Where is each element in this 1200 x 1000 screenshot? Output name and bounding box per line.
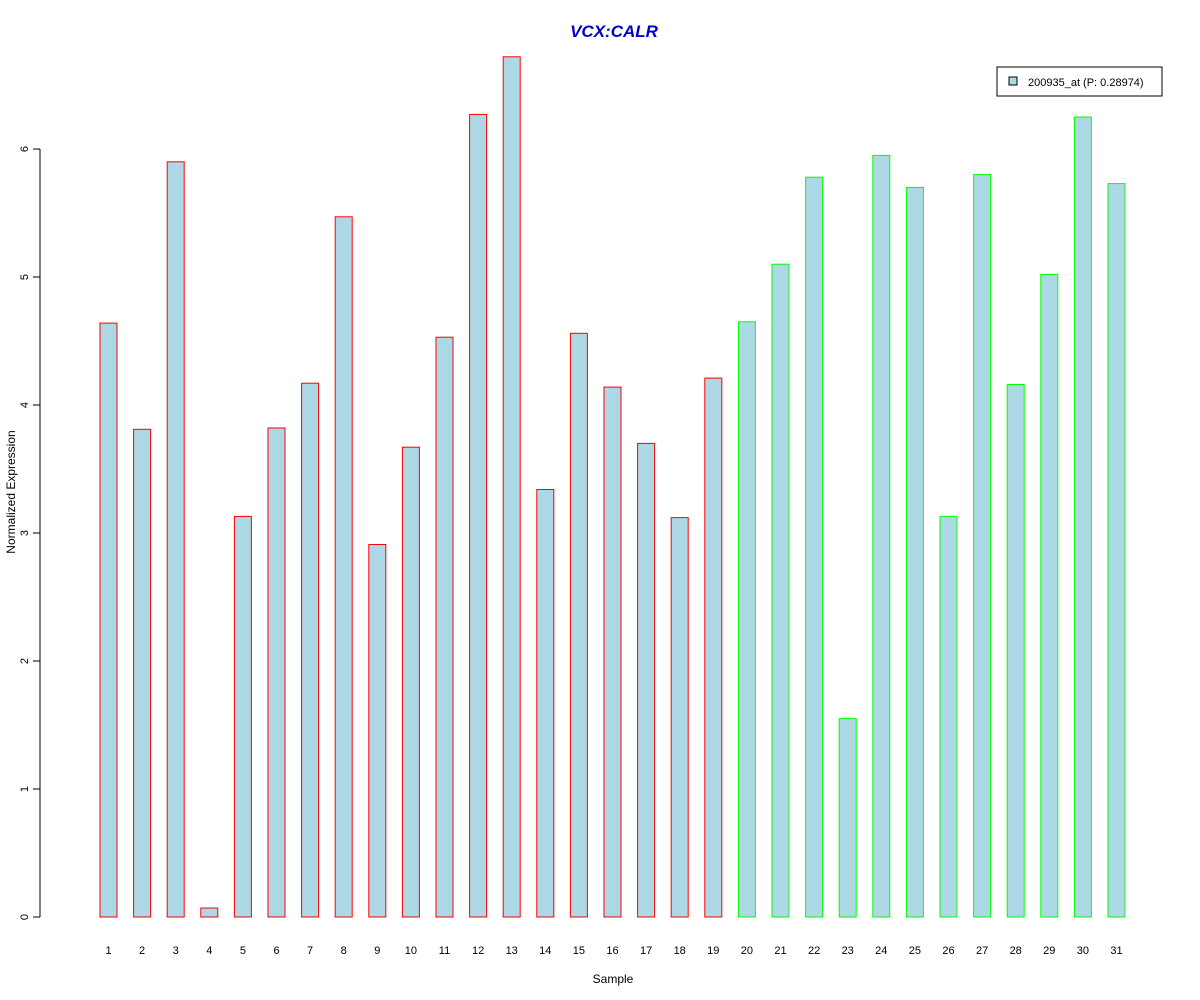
legend-swatch bbox=[1008, 76, 1018, 86]
x-tick-label: 10 bbox=[405, 945, 417, 957]
bar-sample-29 bbox=[1040, 273, 1059, 918]
bar-sample-25 bbox=[905, 186, 924, 918]
bar-sample-17 bbox=[637, 442, 656, 918]
x-tick-label: 24 bbox=[875, 945, 887, 957]
bar-sample-26 bbox=[939, 515, 958, 918]
x-tick-label: 30 bbox=[1077, 945, 1089, 957]
x-tick-label: 2 bbox=[139, 945, 145, 957]
x-tick-label: 16 bbox=[606, 945, 618, 957]
x-tick-label: 4 bbox=[206, 945, 212, 957]
bar-sample-3 bbox=[166, 161, 185, 918]
bar-sample-28 bbox=[1006, 384, 1025, 918]
x-tick-label: 31 bbox=[1110, 945, 1122, 957]
y-tick-label: 0 bbox=[19, 914, 31, 920]
bar-sample-6 bbox=[267, 427, 286, 918]
y-tick-label: 4 bbox=[19, 402, 31, 408]
bar-sample-1 bbox=[99, 322, 118, 918]
legend-label: 200935_at (P: 0.28974) bbox=[1028, 77, 1144, 89]
y-tick-label: 6 bbox=[19, 146, 31, 152]
bar-sample-12 bbox=[469, 113, 488, 918]
bar-sample-24 bbox=[872, 154, 891, 918]
bar-sample-27 bbox=[973, 174, 992, 918]
x-tick-label: 13 bbox=[506, 945, 518, 957]
bar-sample-19 bbox=[704, 377, 723, 918]
bar-sample-10 bbox=[401, 446, 420, 918]
x-tick-label: 27 bbox=[976, 945, 988, 957]
bar-sample-4 bbox=[200, 907, 219, 918]
x-axis-label: Sample bbox=[593, 972, 634, 986]
bars bbox=[99, 56, 1126, 918]
bar-sample-9 bbox=[368, 544, 387, 918]
bar-sample-22 bbox=[805, 176, 824, 918]
bar-sample-18 bbox=[670, 517, 689, 918]
bar-sample-31 bbox=[1107, 183, 1126, 918]
bar-sample-15 bbox=[569, 332, 588, 918]
x-tick-label: 28 bbox=[1010, 945, 1022, 957]
x-tick-label: 7 bbox=[307, 945, 313, 957]
x-tick-label: 11 bbox=[439, 945, 450, 957]
y-tick-label: 2 bbox=[19, 658, 31, 664]
x-tick-label: 20 bbox=[741, 945, 753, 957]
x-tick-label: 21 bbox=[774, 945, 786, 957]
x-tick-label: 18 bbox=[674, 945, 686, 957]
bar-sample-14 bbox=[536, 489, 555, 918]
chart-title: VCX:CALR bbox=[570, 22, 659, 41]
y-tick-label: 5 bbox=[19, 274, 31, 280]
x-tick-label: 17 bbox=[640, 945, 652, 957]
x-tick-label: 9 bbox=[374, 945, 380, 957]
x-tick-label: 1 bbox=[105, 945, 111, 957]
x-tick-label: 5 bbox=[240, 945, 246, 957]
bar-sample-16 bbox=[603, 386, 622, 918]
bar-sample-11 bbox=[435, 336, 454, 918]
bar-sample-7 bbox=[301, 382, 320, 918]
x-tick-label: 6 bbox=[273, 945, 279, 957]
x-tick-label: 23 bbox=[842, 945, 854, 957]
x-tick-label: 25 bbox=[909, 945, 921, 957]
x-tick-label: 22 bbox=[808, 945, 820, 957]
x-tick-label: 12 bbox=[472, 945, 484, 957]
y-tick-label: 1 bbox=[19, 786, 31, 792]
bar-sample-8 bbox=[334, 216, 353, 918]
x-tick-label: 8 bbox=[341, 945, 347, 957]
bar-sample-20 bbox=[737, 321, 756, 918]
x-tick-label: 26 bbox=[942, 945, 954, 957]
bar-sample-23 bbox=[838, 718, 857, 918]
y-tick-label: 3 bbox=[19, 530, 31, 536]
bar-sample-30 bbox=[1073, 116, 1092, 918]
legend: 200935_at (P: 0.28974) bbox=[996, 66, 1163, 97]
x-tick-label: 15 bbox=[573, 945, 585, 957]
x-tick-label: 19 bbox=[707, 945, 719, 957]
y-axis-label: Normalized Expression bbox=[4, 430, 18, 553]
bar-sample-21 bbox=[771, 263, 790, 918]
y-axis: 0 1 2 3 4 5 6 bbox=[19, 146, 41, 920]
x-tick-labels: 1 2 3 4 5 6 7 8 9 10 11 12 13 14 15 16 17 18 19 20 21 22 23 24 2… bbox=[105, 945, 1122, 957]
bar-sample-5 bbox=[233, 515, 252, 918]
bar-sample-2 bbox=[133, 428, 152, 918]
x-tick-label: 14 bbox=[539, 945, 551, 957]
x-tick-label: 3 bbox=[173, 945, 179, 957]
x-tick-label: 29 bbox=[1043, 945, 1055, 957]
legend-box bbox=[996, 66, 1163, 97]
bar-sample-13 bbox=[502, 56, 521, 918]
